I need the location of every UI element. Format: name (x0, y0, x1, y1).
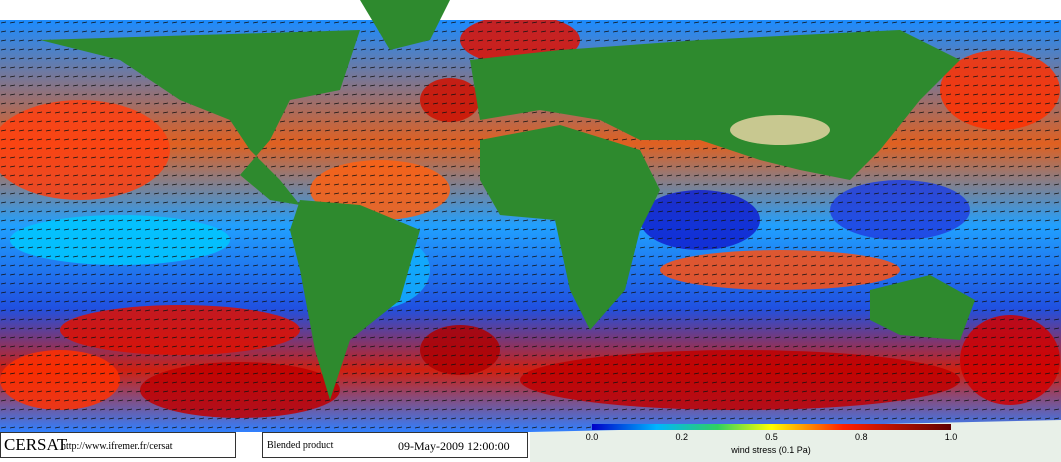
url[interactable]: http://www.ifremer.fr/cersat (61, 441, 173, 452)
brand: CERSAT (4, 435, 68, 454)
plateau (730, 115, 830, 145)
product: Blended product (267, 440, 334, 451)
colorbar-tick-label: 1.0 (945, 432, 958, 442)
colorbar-tick-label: 0.2 (675, 432, 688, 442)
product-box: Blended product 09-May-2009 12:00:00 (262, 432, 528, 458)
date: 09-May-2009 12:00:00 (398, 439, 510, 453)
colorbar (592, 424, 951, 430)
colorbar-tick-label: 0.5 (765, 432, 778, 442)
colorbar-tick-label: 0.8 (855, 432, 868, 442)
colorbar-tick-label: 0.0 (586, 432, 599, 442)
colorbar-ticks: 0.0 0.2 0.5 0.8 1.0 (586, 432, 958, 442)
brand-box: CERSAT http://www.ifremer.fr/cersat (0, 432, 236, 458)
colorbar-label: wind stress (0.1 Pa) (730, 445, 811, 455)
